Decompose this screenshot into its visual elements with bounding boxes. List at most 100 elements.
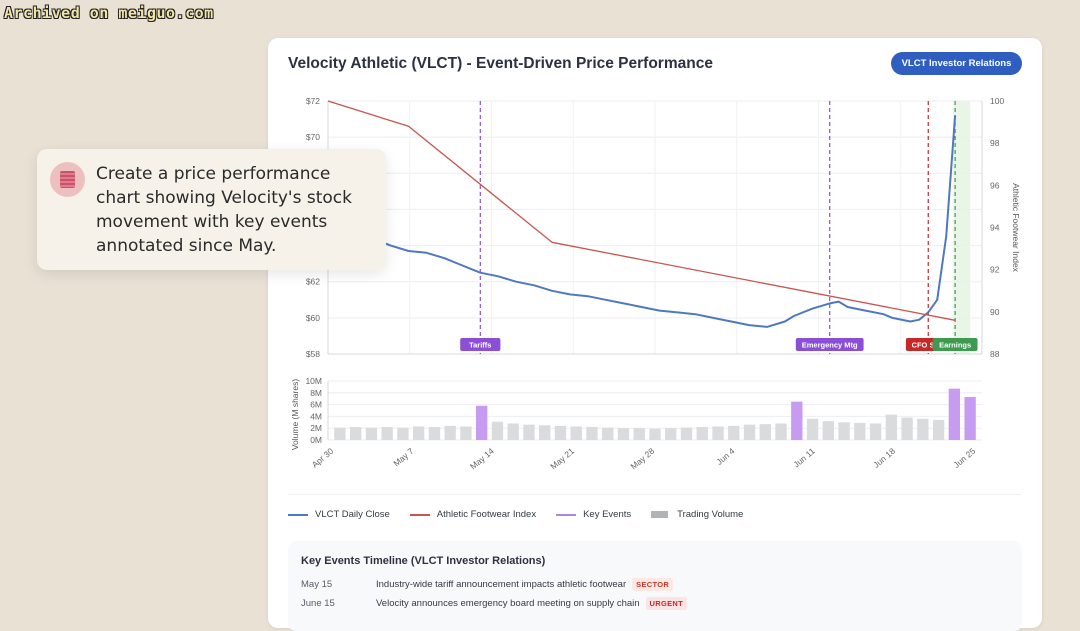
legend-label: Athletic Footwear Index bbox=[436, 509, 537, 520]
x-tick-label: Jun 25 bbox=[951, 446, 977, 470]
legend-swatch-events bbox=[556, 513, 577, 516]
y-right-tick-label: 100 bbox=[990, 96, 1004, 106]
volume-bar bbox=[554, 425, 567, 440]
volume-bar bbox=[649, 428, 661, 440]
volume-bar bbox=[665, 428, 677, 440]
volume-bar bbox=[728, 425, 740, 440]
volume-bar bbox=[381, 427, 393, 440]
chart-title: Velocity Athletic (VLCT) - Event-Driven … bbox=[288, 55, 713, 72]
y-left-tick-label: $70 bbox=[306, 132, 320, 142]
event-label-badge bbox=[795, 338, 864, 351]
chart-legend: VLCT Daily Close Athletic Footwear Index… bbox=[288, 509, 763, 520]
event-date: June 15 bbox=[301, 598, 335, 609]
x-tick-label: May 14 bbox=[468, 446, 496, 472]
volume-bar bbox=[838, 422, 850, 440]
volume-bar bbox=[586, 427, 598, 440]
timeline-title: Key Events Timeline (VLCT Investor Relat… bbox=[301, 555, 546, 567]
timeline-row: June 15 Velocity announces emergency boa… bbox=[301, 597, 687, 610]
volume-bar bbox=[712, 426, 724, 440]
volume-bar-highlight bbox=[964, 396, 976, 440]
prompt-text: Create a price performance chart showing… bbox=[96, 164, 352, 256]
event-label-badge bbox=[932, 338, 978, 351]
x-tick-label: Jun 11 bbox=[791, 446, 817, 470]
vlct-price-line bbox=[327, 115, 957, 328]
prompt-avatar-icon bbox=[50, 162, 85, 197]
y-left-tick-label: $58 bbox=[306, 349, 320, 359]
y-right-axis-label: Athletic Footwear Index bbox=[1011, 183, 1021, 273]
y-right-tick-label: 92 bbox=[990, 265, 1000, 275]
event-label: Tariffs bbox=[469, 341, 491, 350]
volume-bar bbox=[397, 427, 409, 440]
chart-card: Velocity Athletic (VLCT) - Event-Driven … bbox=[268, 38, 1042, 631]
volume-bar bbox=[633, 428, 645, 440]
legend-item-events[interactable]: Key Events bbox=[556, 509, 631, 520]
volume-bar bbox=[539, 425, 551, 440]
volume-tick-label: 8M bbox=[310, 388, 322, 398]
volume-bar bbox=[570, 426, 582, 440]
event-tag: SECTOR bbox=[632, 578, 674, 591]
event-tag: URGENT bbox=[645, 597, 687, 610]
y-right-tick-label: 96 bbox=[990, 180, 1000, 190]
events-timeline: Key Events Timeline (VLCT Investor Relat… bbox=[288, 541, 1022, 631]
y-left-tick-label: $62 bbox=[306, 277, 320, 287]
volume-bar bbox=[444, 425, 456, 440]
legend-swatch-vlct bbox=[288, 513, 308, 516]
prompt-card: Create a price performance chart showing… bbox=[37, 149, 386, 270]
volume-bar-highlight bbox=[948, 388, 961, 440]
event-label-badge bbox=[460, 338, 501, 351]
x-tick-label: Jun 4 bbox=[714, 446, 737, 467]
volume-bar bbox=[696, 427, 708, 440]
volume-bar bbox=[854, 422, 866, 440]
x-tick-label: May 21 bbox=[548, 446, 576, 472]
x-tick-label: Apr 30 bbox=[310, 446, 336, 470]
volume-bar bbox=[901, 417, 913, 440]
volume-tick-label: 2M bbox=[310, 423, 322, 433]
x-tick-label: May 7 bbox=[391, 446, 415, 469]
volume-axis-label: Volume (M shares) bbox=[290, 379, 300, 450]
volume-tick-label: 6M bbox=[310, 400, 322, 410]
volume-bar bbox=[759, 424, 771, 440]
volume-bar bbox=[507, 423, 519, 440]
x-tick-label: Jun 18 bbox=[871, 446, 897, 470]
legend-item-index[interactable]: Athletic Footwear Index bbox=[409, 509, 537, 520]
earnings-highlight-band bbox=[953, 101, 971, 354]
volume-tick-label: 0M bbox=[310, 435, 322, 445]
volume-bar bbox=[869, 423, 882, 440]
volume-bar bbox=[349, 427, 362, 440]
timeline-row: May 15 Industry-wide tariff announcement… bbox=[301, 578, 674, 591]
volume-bar bbox=[822, 421, 834, 440]
volume-bar bbox=[680, 427, 693, 440]
legend-item-volume[interactable]: Trading Volume bbox=[651, 509, 743, 520]
y-right-tick-label: 98 bbox=[990, 138, 1000, 148]
volume-tick-label: 4M bbox=[310, 411, 322, 421]
y-right-tick-label: 94 bbox=[990, 223, 1000, 233]
event-description: Velocity announces emergency board meeti… bbox=[376, 598, 640, 609]
volume-bar bbox=[523, 424, 535, 440]
volume-bar-highlight bbox=[476, 405, 488, 440]
legend-label: Trading Volume bbox=[677, 509, 744, 520]
event-description: Industry-wide tariff announcement impact… bbox=[376, 579, 627, 590]
volume-bar bbox=[885, 414, 898, 440]
event-label: Emergency Mtg bbox=[802, 341, 858, 350]
volume-bar bbox=[932, 419, 945, 440]
volume-bar-highlight bbox=[791, 401, 803, 440]
volume-bar bbox=[775, 423, 787, 440]
footwear-index-line bbox=[327, 100, 956, 321]
volume-bar bbox=[412, 426, 425, 440]
legend-label: Key Events bbox=[583, 509, 632, 520]
volume-bar bbox=[743, 424, 756, 440]
y-left-tick-label: $72 bbox=[306, 96, 320, 106]
volume-bar bbox=[460, 426, 472, 440]
watermark: Archived on meiguo.com bbox=[4, 4, 214, 22]
x-tick-label: May 28 bbox=[629, 446, 657, 472]
event-label: CFO Sale bbox=[912, 341, 945, 350]
volume-tick-label: 10M bbox=[305, 376, 322, 386]
volume-bar bbox=[917, 418, 929, 440]
legend-item-vlct[interactable]: VLCT Daily Close bbox=[288, 509, 390, 520]
y-right-tick-label: 90 bbox=[990, 307, 1000, 317]
legend-label: VLCT Daily Close bbox=[315, 509, 390, 520]
legend-divider bbox=[288, 494, 1022, 495]
event-label: Earnings bbox=[939, 341, 971, 350]
volume-bar bbox=[602, 427, 614, 440]
investor-relations-button[interactable]: VLCT Investor Relations bbox=[891, 52, 1022, 75]
